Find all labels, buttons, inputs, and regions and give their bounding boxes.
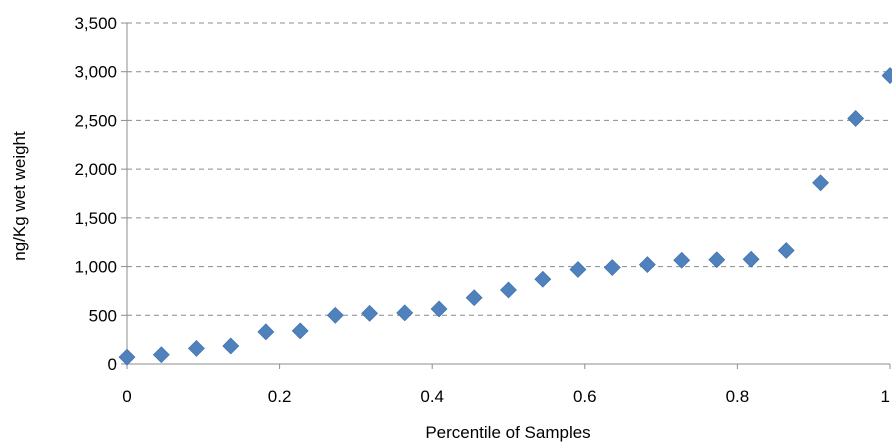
data-point (777, 242, 795, 259)
data-point (291, 322, 309, 340)
data-point (326, 306, 344, 324)
data-point (152, 346, 170, 364)
data-point (361, 304, 379, 322)
data-point (742, 250, 760, 268)
y-tick-label: 1,500 (74, 209, 117, 228)
data-point (812, 174, 829, 192)
x-tick-label: 0 (122, 387, 131, 406)
axes (121, 22, 891, 369)
data-point (847, 110, 865, 127)
y-tick-label: 1,000 (74, 258, 117, 277)
y-tick-label: 3,500 (74, 14, 117, 33)
data-point (465, 289, 483, 307)
x-tick-label: 0.4 (420, 387, 444, 406)
data-point (188, 339, 205, 357)
data-point (673, 251, 691, 269)
gridlines (127, 22, 890, 316)
y-tick-labels: 0 500 1,000 1,500 2,000 2,500 3,000 3,500 (74, 14, 117, 374)
data-point (257, 323, 275, 341)
data-point (708, 251, 726, 269)
data-points (118, 67, 892, 366)
data-point (534, 270, 552, 288)
x-tick-label: 0.2 (268, 387, 292, 406)
data-point (396, 304, 414, 322)
data-point (222, 337, 240, 355)
y-tick-label: 3,000 (74, 63, 117, 82)
data-point (603, 259, 621, 276)
data-point (638, 256, 656, 274)
data-point (118, 348, 136, 366)
y-tick-label: 0 (108, 355, 117, 374)
x-tick-labels: 0 0.2 0.4 0.6 0.8 1 (122, 387, 890, 406)
data-point (569, 261, 587, 278)
data-point (500, 281, 517, 299)
x-tick-label: 0.6 (573, 387, 597, 406)
data-point (430, 300, 448, 318)
y-axis-title: ng/Kg wet weight (10, 131, 29, 261)
x-tick-label: 0.8 (726, 387, 750, 406)
x-tick-label: 1 (881, 387, 890, 406)
data-point (881, 67, 892, 85)
y-tick-label: 500 (89, 306, 117, 325)
y-tick-label: 2,500 (74, 111, 117, 130)
y-tick-label: 2,000 (74, 160, 117, 179)
x-axis-title: Percentile of Samples (425, 423, 590, 442)
